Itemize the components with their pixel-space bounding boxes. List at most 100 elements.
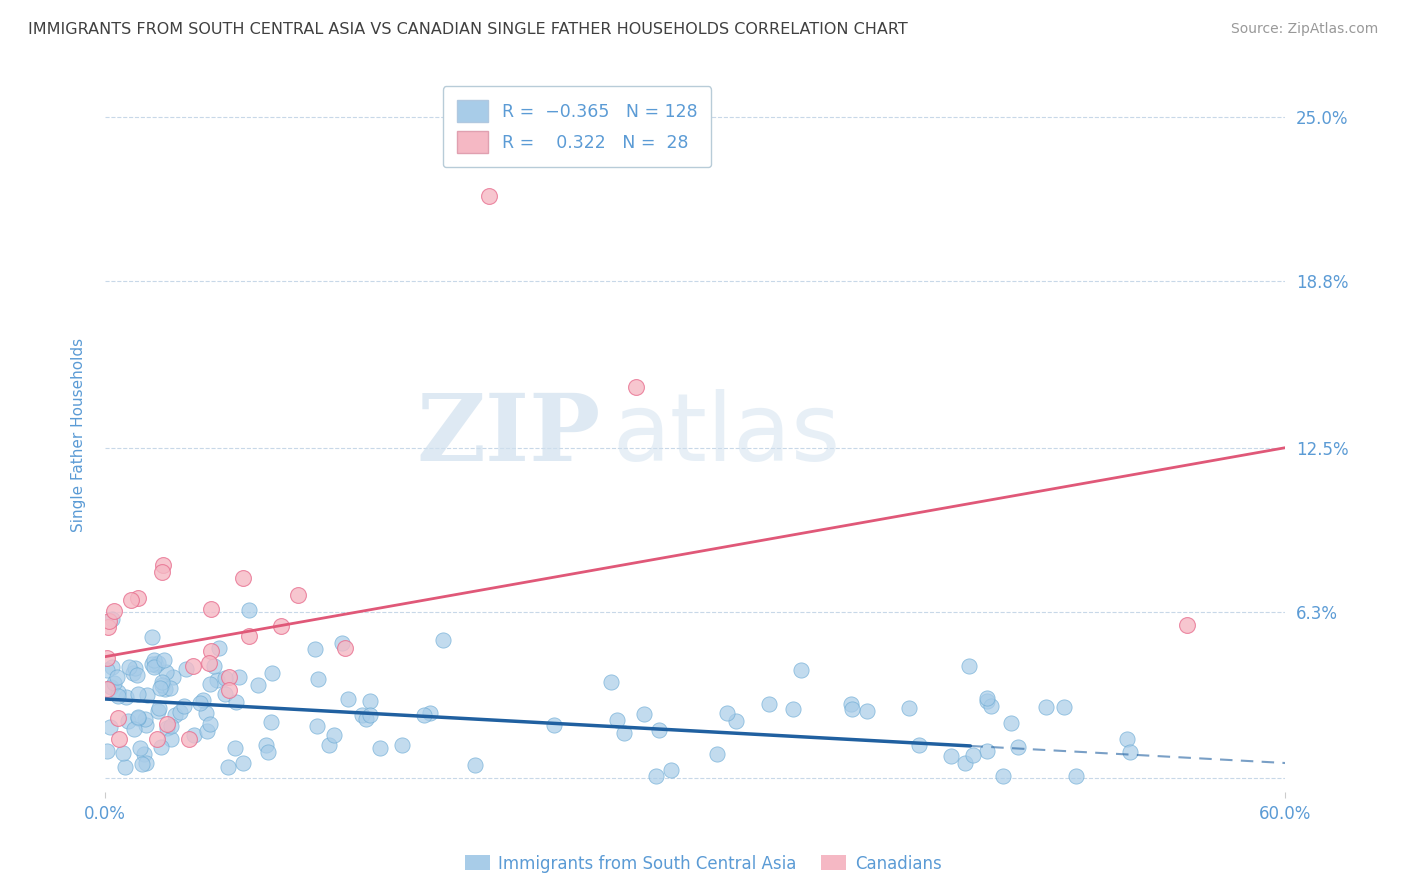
Point — [98, 720, 121, 734]
Point — [121, 665, 143, 680]
Point — [1115, 732, 1137, 747]
Point — [149, 681, 172, 696]
Point — [543, 718, 565, 732]
Point — [330, 636, 353, 650]
Point — [191, 693, 214, 707]
Point — [155, 665, 177, 680]
Point — [153, 681, 176, 696]
Point — [124, 661, 146, 675]
Point — [419, 706, 441, 720]
Point — [127, 687, 149, 701]
Point — [270, 619, 292, 633]
Point — [97, 620, 120, 634]
Point — [100, 660, 122, 674]
Point — [103, 604, 125, 618]
Point — [333, 641, 356, 656]
Point — [600, 675, 623, 690]
Point — [307, 672, 329, 686]
Point — [134, 712, 156, 726]
Point — [1118, 745, 1140, 759]
Point — [141, 630, 163, 644]
Point — [1000, 715, 1022, 730]
Point — [183, 728, 205, 742]
Point — [195, 724, 218, 739]
Point — [127, 591, 149, 606]
Point — [218, 670, 240, 684]
Point — [304, 642, 326, 657]
Point — [214, 671, 236, 685]
Point — [758, 697, 780, 711]
Point — [136, 688, 159, 702]
Point — [208, 640, 231, 655]
Point — [782, 702, 804, 716]
Point — [1175, 618, 1198, 632]
Point — [150, 675, 173, 690]
Point — [159, 719, 181, 733]
Point — [322, 728, 344, 742]
Point — [391, 738, 413, 752]
Point — [976, 694, 998, 708]
Point — [359, 694, 381, 708]
Point — [103, 676, 125, 690]
Legend: R =  −0.365   N = 128, R =    0.322   N =  28: R = −0.365 N = 128, R = 0.322 N = 28 — [443, 87, 711, 167]
Point — [841, 701, 863, 715]
Point — [955, 756, 977, 770]
Point — [412, 707, 434, 722]
Point — [148, 657, 170, 671]
Point — [991, 769, 1014, 783]
Point — [207, 673, 229, 687]
Point — [125, 668, 148, 682]
Point — [246, 678, 269, 692]
Point — [127, 711, 149, 725]
Point — [148, 701, 170, 715]
Point — [142, 653, 165, 667]
Point — [648, 723, 671, 738]
Point — [149, 740, 172, 755]
Point — [152, 558, 174, 573]
Point — [238, 603, 260, 617]
Point — [128, 740, 150, 755]
Text: ZIP: ZIP — [416, 390, 600, 480]
Point — [194, 706, 217, 721]
Point — [174, 663, 197, 677]
Point — [150, 565, 173, 579]
Point — [1064, 769, 1087, 783]
Point — [217, 760, 239, 774]
Point — [200, 602, 222, 616]
Point — [173, 698, 195, 713]
Point — [659, 764, 682, 778]
Point — [941, 749, 963, 764]
Point — [114, 760, 136, 774]
Point — [957, 659, 980, 673]
Point — [169, 705, 191, 719]
Point — [839, 698, 862, 712]
Point — [716, 706, 738, 720]
Point — [200, 717, 222, 731]
Y-axis label: Single Father Households: Single Father Households — [72, 337, 86, 532]
Point — [228, 669, 250, 683]
Point — [127, 710, 149, 724]
Point — [633, 706, 655, 721]
Point — [108, 731, 131, 746]
Point — [198, 656, 221, 670]
Point — [145, 658, 167, 673]
Point — [120, 593, 142, 607]
Point — [908, 739, 931, 753]
Point — [96, 651, 118, 665]
Point — [146, 731, 169, 746]
Point — [606, 714, 628, 728]
Point — [214, 687, 236, 701]
Point — [257, 745, 280, 759]
Point — [232, 571, 254, 585]
Point — [96, 663, 118, 677]
Point — [111, 747, 134, 761]
Point — [117, 714, 139, 729]
Point — [318, 738, 340, 752]
Point — [122, 722, 145, 736]
Point — [107, 711, 129, 725]
Point — [224, 740, 246, 755]
Legend: Immigrants from South Central Asia, Canadians: Immigrants from South Central Asia, Cana… — [458, 848, 948, 880]
Point — [980, 699, 1002, 714]
Point — [260, 666, 283, 681]
Text: atlas: atlas — [613, 389, 841, 481]
